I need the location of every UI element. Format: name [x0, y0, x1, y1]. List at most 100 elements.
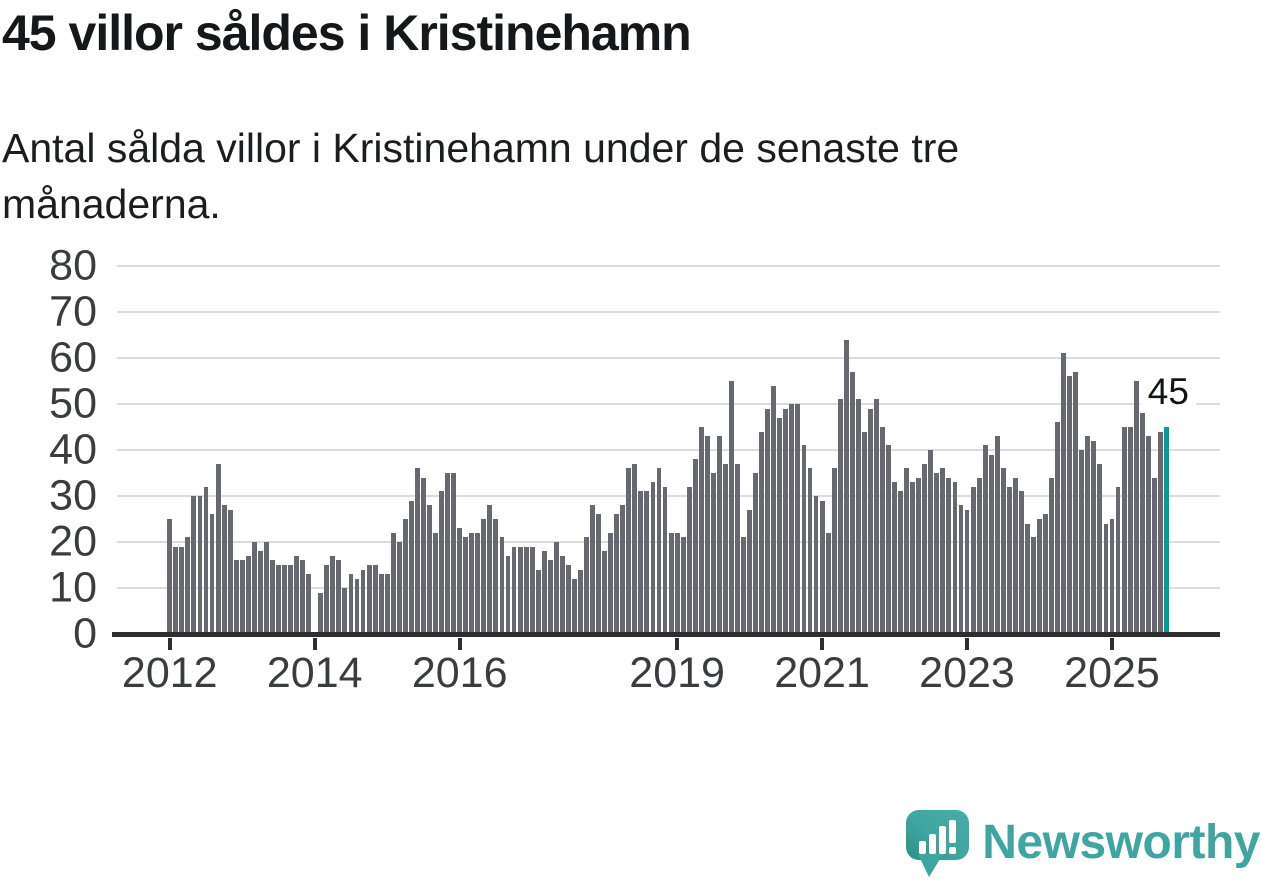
bar: [318, 592, 324, 634]
bar: [288, 565, 293, 634]
bar: [638, 491, 644, 634]
bar: [559, 555, 565, 634]
x-axis-line: [112, 632, 1220, 637]
bar: [632, 463, 638, 634]
x-axis-tick-2012: [167, 638, 172, 650]
bar: [620, 505, 626, 634]
bar: [1145, 436, 1151, 634]
bar: [227, 509, 233, 634]
newsworthy-logo: Newsworthy: [906, 809, 1260, 877]
bar: [1109, 519, 1115, 634]
x-axis-tick-2019: [675, 638, 680, 650]
bar: [541, 551, 547, 634]
bar: [257, 551, 263, 634]
x-axis-tick-2021: [820, 638, 825, 650]
y-axis-label-80: 80: [49, 241, 97, 290]
bar: [783, 408, 789, 634]
y-axis-label-60: 60: [49, 333, 97, 382]
bar: [892, 482, 897, 634]
bar: [433, 532, 438, 634]
bar: [747, 509, 753, 634]
bar: [1006, 486, 1012, 634]
bar: [396, 542, 402, 634]
bar: [994, 436, 1000, 634]
bar: [1000, 468, 1006, 634]
bar: [880, 427, 885, 634]
bar: [306, 574, 312, 634]
x-axis-tick-2014: [312, 638, 317, 650]
bar: [741, 537, 746, 634]
bar: [469, 532, 475, 634]
bar: [1097, 463, 1103, 634]
bar: [294, 555, 300, 634]
chart-subtitle: Antal sålda villor i Kristinehamn under …: [2, 120, 959, 232]
bar: [1133, 381, 1139, 634]
bar: [336, 560, 342, 634]
bar: [1024, 523, 1030, 634]
bar: [928, 450, 934, 634]
gridline-y-40: [117, 449, 1220, 451]
newsworthy-logo-icon: [906, 809, 970, 877]
gridline-y-10: [117, 587, 1220, 589]
y-axis-label-10: 10: [49, 563, 97, 612]
last-value-annotation: 45: [1140, 371, 1196, 413]
bar: [843, 339, 849, 634]
bar: [602, 551, 608, 634]
bar: [916, 477, 922, 634]
y-axis-label-40: 40: [49, 425, 97, 474]
chart-subtitle-line-2: månaderna.: [2, 181, 221, 228]
bar: [360, 569, 366, 634]
bar: [716, 436, 722, 634]
bar: [644, 491, 650, 634]
bar: [650, 482, 656, 634]
bar: [324, 565, 330, 634]
bar: [221, 505, 227, 634]
bar: [910, 482, 916, 634]
bar: [940, 468, 946, 634]
bar: [300, 560, 306, 634]
bar: [535, 569, 541, 634]
bar: [819, 500, 825, 634]
bar: [976, 477, 982, 634]
gridline-y-50: [117, 403, 1220, 405]
bar: [245, 555, 251, 634]
gridline-y-60: [117, 357, 1220, 359]
bar: [1043, 514, 1048, 634]
bar: [233, 560, 239, 634]
bar: [445, 473, 451, 634]
y-axis-label-0: 0: [73, 609, 97, 658]
bar: [807, 468, 813, 634]
bar: [408, 500, 414, 634]
bar: [813, 496, 819, 634]
bar: [1061, 353, 1067, 634]
x-axis-label-2016: 2016: [411, 649, 508, 697]
bar: [753, 473, 759, 634]
bar: [626, 468, 632, 634]
bar: [167, 519, 173, 634]
bar: [759, 431, 765, 634]
highlighted-bar: [1163, 427, 1169, 634]
gridline-y-30: [117, 495, 1220, 497]
bar: [354, 578, 360, 634]
bar: [251, 542, 257, 634]
bar: [1085, 436, 1091, 634]
bar: [970, 486, 976, 634]
gridline-y-80: [117, 265, 1220, 267]
bar: [269, 560, 275, 634]
bar: [1067, 376, 1073, 634]
bar: [771, 385, 777, 634]
bar: [1037, 519, 1042, 634]
bar: [1115, 486, 1121, 634]
bar: [861, 431, 867, 634]
x-axis-tick-2023: [965, 638, 970, 650]
bar: [952, 482, 958, 634]
bar: [179, 546, 185, 634]
bar: [390, 532, 396, 634]
newsworthy-logo-text: Newsworthy: [982, 816, 1260, 869]
bar: [1091, 440, 1097, 634]
bar: [378, 574, 384, 634]
gridline-y-20: [117, 541, 1220, 543]
bar: [934, 473, 940, 634]
bar: [837, 399, 843, 634]
